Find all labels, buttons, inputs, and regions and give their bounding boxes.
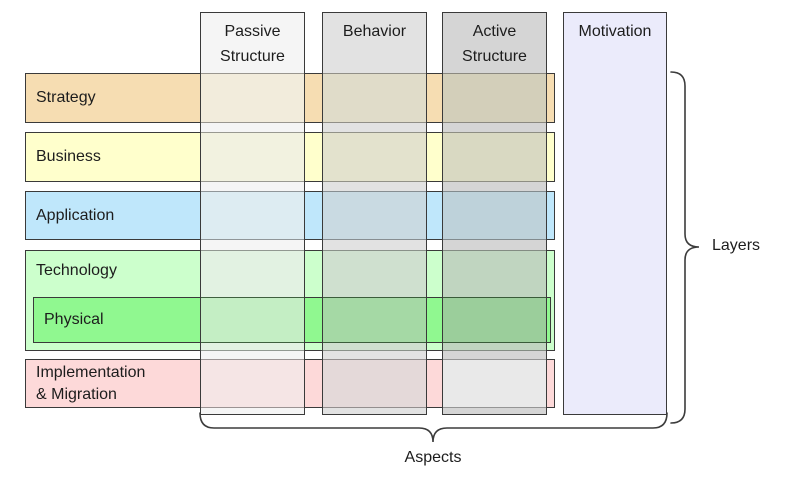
row-label-strategy: Strategy <box>26 74 554 122</box>
cell-business-passive-structure <box>201 132 304 182</box>
column-header-line: Structure <box>220 48 285 65</box>
column-passive-structure: Passive Structure <box>200 12 305 415</box>
column-header-line: Behavior <box>342 23 407 40</box>
row-label-implementation: Implementation & Migration <box>26 360 554 407</box>
row-label-line: Implementation <box>36 363 146 381</box>
layers-label: Layers <box>712 237 761 254</box>
row-label-application: Application <box>26 192 554 239</box>
row-label-business: Business <box>26 133 554 181</box>
cell-implementation-passive-structure <box>201 359 304 408</box>
cell-business-active-structure <box>443 132 546 182</box>
cell-physical-behavior <box>323 297 426 343</box>
row-label-text: Technology <box>36 262 117 279</box>
cell-application-passive-structure <box>201 191 304 240</box>
column-header-line: Structure <box>462 48 527 65</box>
cell-strategy-behavior <box>323 73 426 123</box>
column-header-active-structure: Active Structure <box>443 19 546 69</box>
cell-application-behavior <box>323 191 426 240</box>
cell-application-active-structure <box>443 191 546 240</box>
cell-implementation-active-structure <box>443 359 546 408</box>
cell-strategy-active-structure <box>443 73 546 123</box>
column-header-passive-structure: Passive Structure <box>201 19 304 69</box>
column-behavior: Behavior <box>322 12 427 415</box>
column-header-motivation: Motivation <box>564 19 666 44</box>
row-label-technology: Technology <box>26 251 554 350</box>
column-active-structure: Active Structure <box>442 12 547 415</box>
column-motivation: Motivation <box>563 12 667 415</box>
column-header-line: Motivation <box>578 23 652 40</box>
cell-physical-active-structure <box>443 297 546 343</box>
row-label-text: Application <box>36 206 115 224</box>
column-header-line: Passive <box>224 23 281 40</box>
cell-strategy-passive-structure <box>201 73 304 123</box>
cell-implementation-behavior <box>323 359 426 408</box>
cell-business-behavior <box>323 132 426 182</box>
row-label-text: Physical <box>44 311 104 328</box>
row-label-physical: Physical <box>34 298 550 342</box>
column-header-behavior: Behavior <box>323 19 426 44</box>
cell-physical-passive-structure <box>201 297 304 343</box>
aspects-label: Aspects <box>404 449 462 466</box>
row-label-text: Business <box>36 148 101 165</box>
row-label-text: Strategy <box>36 89 96 106</box>
column-header-line: Active <box>472 23 517 40</box>
row-label-line: & Migration <box>36 385 117 403</box>
